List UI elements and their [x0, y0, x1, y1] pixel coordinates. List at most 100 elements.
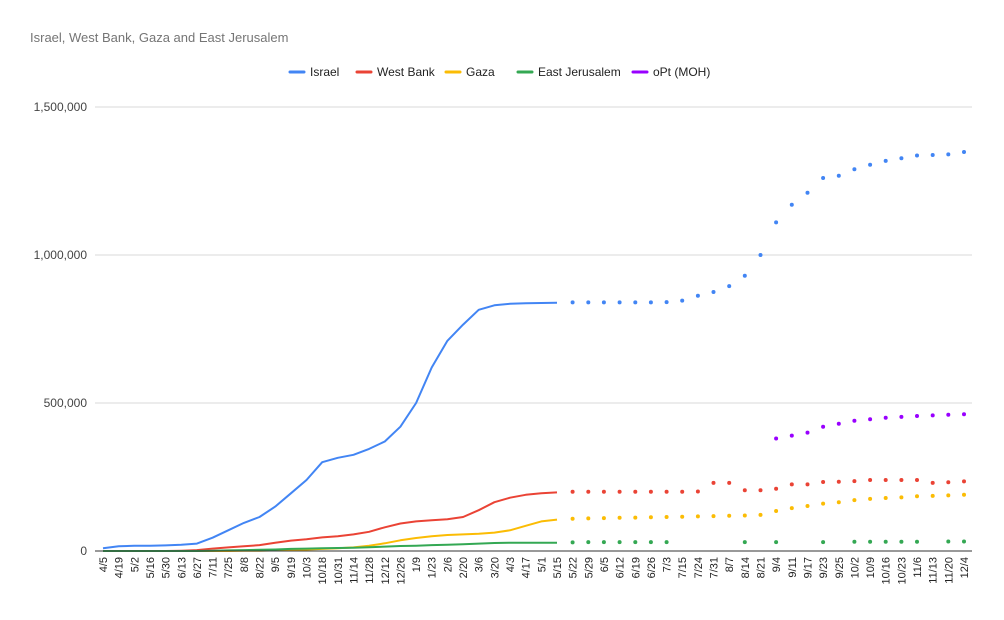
data-point	[868, 539, 873, 544]
data-point	[648, 515, 653, 520]
data-point	[821, 424, 826, 429]
data-point	[586, 300, 591, 305]
data-point	[617, 515, 622, 520]
series-opt-moh	[774, 412, 966, 441]
data-point	[930, 480, 935, 485]
data-point	[836, 421, 841, 426]
x-tick-label: 6/13	[176, 557, 188, 578]
data-point	[852, 167, 857, 172]
data-point	[586, 516, 591, 521]
data-point	[633, 540, 638, 545]
series-line	[103, 541, 557, 552]
legend-label: Gaza	[466, 65, 495, 79]
data-point	[633, 300, 638, 305]
x-tick-label: 5/29	[583, 557, 595, 578]
data-point	[742, 513, 747, 518]
y-tick-label: 1,000,000	[34, 248, 88, 262]
x-tick-label: 1/9	[411, 557, 423, 572]
x-tick-label: 4/17	[521, 557, 533, 578]
data-point	[789, 482, 794, 487]
data-point	[664, 300, 669, 305]
x-tick-label: 5/30	[161, 557, 173, 578]
data-point	[852, 539, 857, 544]
data-point	[821, 480, 826, 484]
x-tick-label: 7/11	[208, 557, 220, 578]
data-point	[758, 512, 763, 517]
y-tick-label: 1,500,000	[34, 100, 88, 114]
x-tick-label: 7/31	[709, 557, 721, 578]
data-point	[680, 298, 685, 303]
data-point	[774, 486, 779, 491]
x-tick-label: 9/17	[802, 557, 814, 578]
data-point	[946, 493, 951, 498]
data-point	[664, 489, 669, 494]
data-point	[821, 540, 826, 545]
data-point	[774, 509, 779, 513]
x-tick-label: 4/3	[505, 557, 517, 572]
x-tick-label: 12/12	[380, 557, 392, 585]
x-tick-label: 5/1	[536, 557, 548, 572]
x-tick-label: 8/22	[255, 557, 267, 578]
data-point	[883, 496, 888, 500]
x-tick-label: 10/18	[317, 557, 329, 585]
data-point	[711, 290, 716, 294]
series-west-bank	[103, 478, 966, 552]
data-point	[915, 539, 919, 544]
data-point	[852, 479, 857, 484]
data-point	[758, 253, 763, 257]
data-point	[962, 150, 966, 154]
data-point	[774, 540, 779, 545]
series-line	[103, 518, 558, 552]
data-point	[648, 489, 653, 494]
gridlines	[95, 106, 972, 404]
x-tick-label: 5/2	[129, 557, 141, 572]
data-point	[711, 514, 716, 519]
data-point	[789, 433, 794, 438]
data-point	[648, 540, 653, 545]
data-point	[742, 540, 747, 545]
data-point	[836, 479, 841, 484]
x-tick-label: 2/20	[458, 557, 470, 578]
x-tick-label: 12/4	[959, 557, 971, 578]
data-point	[680, 489, 685, 494]
data-point	[601, 489, 606, 494]
data-point	[664, 540, 669, 545]
data-point	[946, 412, 951, 417]
data-point	[789, 202, 794, 207]
legend-label: East Jerusalem	[538, 65, 621, 79]
x-tick-label: 5/16	[145, 557, 157, 578]
y-tick-label: 0	[80, 544, 87, 558]
series-line	[102, 301, 558, 550]
data-point	[821, 501, 826, 506]
x-tick-label: 3/20	[489, 557, 501, 578]
data-point	[821, 176, 826, 180]
data-point	[648, 300, 653, 305]
chart-title: Israel, West Bank, Gaza and East Jerusal…	[30, 30, 288, 45]
data-point	[915, 153, 919, 158]
data-point	[868, 496, 873, 501]
x-tick-label: 10/23	[896, 557, 908, 585]
data-point	[695, 489, 700, 494]
data-point	[899, 495, 904, 500]
data-point	[962, 539, 966, 544]
data-point	[868, 417, 873, 422]
data-point	[899, 478, 904, 482]
x-tick-label: 2/6	[442, 557, 454, 572]
x-tick-label: 6/26	[646, 557, 658, 578]
x-tick-label: 4/5	[98, 557, 110, 572]
x-tick-label: 11/20	[943, 557, 955, 584]
legend-label: oPt (MOH)	[653, 65, 710, 79]
x-tick-label: 6/12	[615, 557, 627, 578]
x-tick-label: 7/15	[677, 557, 689, 578]
y-tick-label: 500,000	[44, 396, 88, 410]
data-point	[868, 478, 873, 482]
data-point	[915, 414, 919, 418]
data-point	[899, 414, 904, 419]
x-tick-label: 4/19	[114, 557, 126, 578]
x-tick-label: 8/7	[724, 557, 736, 572]
x-tick-label: 9/19	[286, 557, 298, 578]
data-point	[962, 412, 966, 417]
data-point	[946, 152, 951, 157]
data-point	[727, 513, 732, 518]
